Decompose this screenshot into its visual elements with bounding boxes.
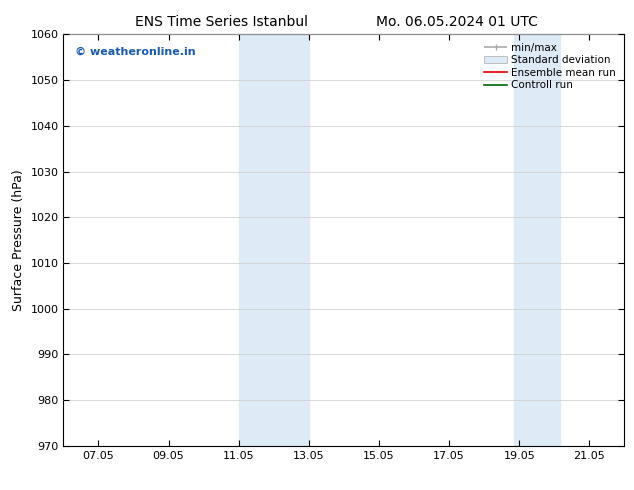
Bar	[239, 34, 309, 446]
Text: ENS Time Series Istanbul: ENS Time Series Istanbul	[136, 15, 308, 29]
Legend: min/max, Standard deviation, Ensemble mean run, Controll run: min/max, Standard deviation, Ensemble me…	[481, 40, 619, 94]
Text: Mo. 06.05.2024 01 UTC: Mo. 06.05.2024 01 UTC	[375, 15, 538, 29]
Y-axis label: Surface Pressure (hPa): Surface Pressure (hPa)	[12, 169, 25, 311]
Text: © weatheronline.in: © weatheronline.in	[75, 47, 195, 57]
Bar	[514, 34, 560, 446]
